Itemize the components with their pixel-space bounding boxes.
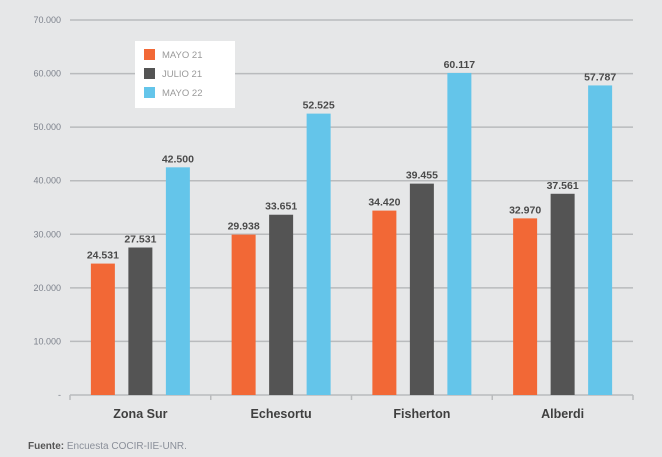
data-label: 60.117 bbox=[444, 59, 476, 71]
legend-swatch bbox=[144, 87, 155, 98]
data-label: 27.531 bbox=[124, 234, 156, 246]
x-tick-label: Echesortu bbox=[251, 407, 312, 421]
legend-swatch bbox=[144, 68, 155, 79]
bar bbox=[269, 214, 294, 395]
data-label: 34.420 bbox=[368, 197, 400, 209]
source-text: Encuesta COCIR-IIE-UNR. bbox=[66, 441, 187, 452]
y-tick-label: 40.000 bbox=[33, 176, 61, 186]
bar bbox=[409, 183, 434, 395]
y-tick-label: 10.000 bbox=[33, 336, 61, 346]
data-label: 42.500 bbox=[162, 153, 194, 165]
y-tick-label: - bbox=[58, 390, 61, 400]
data-label: 52.525 bbox=[303, 100, 335, 112]
bar bbox=[231, 234, 256, 395]
bar bbox=[588, 85, 613, 395]
x-tick-label: Fisherton bbox=[393, 407, 450, 421]
y-tick-label: 30.000 bbox=[33, 229, 61, 239]
source-note: Fuente: Encuesta COCIR-IIE-UNR. bbox=[28, 441, 187, 452]
bar bbox=[128, 247, 153, 395]
data-label: 33.651 bbox=[265, 201, 297, 213]
source-label: Fuente: bbox=[28, 441, 65, 452]
legend-label: JULIO 21 bbox=[162, 69, 202, 80]
legend-label: MAYO 22 bbox=[162, 88, 202, 99]
data-label: 32.970 bbox=[509, 204, 541, 216]
y-tick-label: 50.000 bbox=[33, 122, 61, 132]
legend-label: MAYO 21 bbox=[162, 50, 202, 61]
legend-swatch bbox=[144, 49, 155, 60]
bar bbox=[165, 167, 190, 395]
x-tick-label: Zona Sur bbox=[113, 407, 167, 421]
data-label: 57.787 bbox=[584, 71, 616, 83]
bar bbox=[306, 113, 331, 395]
bar bbox=[447, 72, 472, 395]
y-tick-label: 20.000 bbox=[33, 283, 61, 293]
y-tick-label: 70.000 bbox=[33, 15, 61, 25]
x-tick-label: Alberdi bbox=[541, 407, 584, 421]
data-label: 37.561 bbox=[547, 180, 579, 192]
bar bbox=[90, 263, 115, 395]
bar bbox=[513, 218, 538, 395]
data-label: 29.938 bbox=[228, 221, 260, 233]
y-tick-label: 60.000 bbox=[33, 69, 61, 79]
data-label: 39.455 bbox=[406, 170, 438, 182]
data-label: 24.531 bbox=[87, 250, 119, 262]
bar bbox=[372, 210, 397, 395]
bar bbox=[550, 193, 575, 395]
